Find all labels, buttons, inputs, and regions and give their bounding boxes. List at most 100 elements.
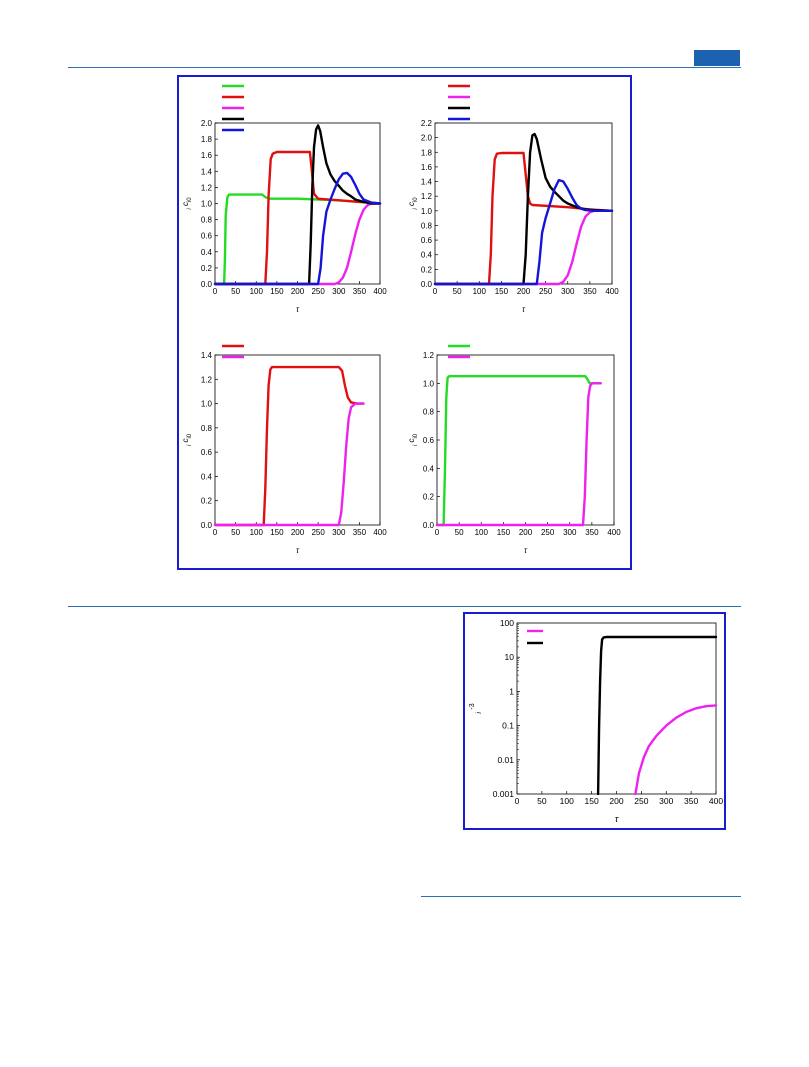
y-tick-label: 0.01: [497, 755, 514, 765]
y-tick-label: 0.4: [201, 248, 213, 257]
series-line-C2H2: [213, 202, 382, 286]
x-tick-label: 200: [291, 287, 305, 296]
y-tick-label: 0.4: [421, 251, 433, 260]
chart-panel-a: 0 50 100 150 200 250 300 350 400 0.0 0.2 0.4 0.6 0.8 1…: [181, 84, 387, 314]
x-tick-label: 100: [560, 796, 574, 806]
y-axis-label: i ci0: [407, 433, 419, 446]
x-tick-label: 200: [609, 796, 623, 806]
x-tick-label: 150: [495, 287, 509, 296]
y-tick-label: 0.2: [201, 264, 213, 273]
x-tick-label: 200: [517, 287, 531, 296]
y-tick-label: 0.0: [421, 280, 433, 289]
x-tick-label: 300: [332, 528, 346, 537]
c-symbol: c: [407, 439, 416, 443]
series-line-C2H4: [433, 132, 614, 286]
y-tick-label: 10: [505, 652, 515, 662]
subscript-i0: i0: [413, 433, 419, 438]
x-axis-label: τ: [615, 814, 619, 824]
y-tick-label: 0.8: [201, 424, 213, 433]
subscript-i: i: [187, 444, 193, 446]
subscript-i: i: [476, 712, 483, 714]
y-tick-label: 0.0: [201, 521, 213, 530]
x-tick-label: 50: [455, 528, 464, 537]
series-line-C2H2: [213, 402, 365, 527]
x-tick-label: 250: [541, 528, 555, 537]
x-tick-label: 200: [519, 528, 533, 537]
plot-frame: [214, 122, 381, 285]
y-tick-label: 0.2: [201, 497, 213, 506]
series-line-C2H6: [213, 171, 382, 286]
x-tick-label: 300: [659, 796, 673, 806]
y-tick-label: 1.8: [421, 148, 433, 157]
y-tick-label: 0.2: [421, 265, 433, 274]
y-axis-label: i ci0: [407, 197, 419, 210]
y-axis-label: i ci0: [181, 197, 193, 210]
y-tick-label: 1.0: [421, 207, 433, 216]
y-tick-label: 0.6: [421, 236, 433, 245]
x-tick-label: 50: [453, 287, 462, 296]
y-tick-label: 1.2: [423, 351, 435, 360]
x-tick-label: 250: [539, 287, 553, 296]
subscript-i0: i0: [187, 197, 193, 202]
series-line-C2H2: [435, 382, 602, 527]
subscript-i0: i0: [413, 197, 419, 202]
x-tick-label: 50: [231, 287, 240, 296]
x-tick-label: 300: [332, 287, 346, 296]
x-tick-label: 100: [250, 528, 264, 537]
x-tick-label: 100: [250, 287, 264, 296]
x-axis-label: τ: [522, 305, 526, 314]
y-tick-label: 1.2: [201, 183, 213, 192]
y-tick-label: 0.6: [201, 232, 213, 241]
x-tick-label: 400: [373, 528, 387, 537]
y-tick-label: 2.0: [201, 119, 213, 128]
x-tick-label: 250: [311, 528, 325, 537]
x-tick-label: 350: [583, 287, 597, 296]
series-line-C2H2: [634, 704, 718, 796]
y-tick-label: 1.8: [201, 135, 213, 144]
x-tick-label: 400: [605, 287, 619, 296]
y-tick-label: 1.6: [421, 163, 433, 172]
x-tick-label: 250: [634, 796, 648, 806]
plot-frame: [516, 622, 717, 795]
x-tick-label: 150: [270, 287, 284, 296]
chart-panel-log: 0 50 100 150 200 250 300 350 400 0.001 0.01 0.1 1 10 1…: [469, 618, 724, 824]
y-tick-label: 0.2: [423, 493, 435, 502]
y-tick-label: 2.0: [421, 134, 433, 143]
y-tick-label: 1.0: [423, 379, 435, 388]
tau-symbol: τ: [522, 305, 526, 314]
y-axis-label: i -3: [469, 703, 483, 713]
header-tab: [694, 50, 740, 66]
y-tick-label: 0.4: [201, 472, 213, 481]
y-tick-label: 0.1: [502, 721, 514, 731]
y-tick-label: 100: [500, 618, 514, 628]
x-tick-label: 400: [709, 796, 723, 806]
x-tick-label: 200: [291, 528, 305, 537]
c-symbol: c: [181, 202, 190, 206]
y-tick-label: 0.001: [493, 789, 515, 799]
y-tick-label: 1.6: [201, 151, 213, 160]
x-tick-label: 300: [563, 528, 577, 537]
x-axis-label: τ: [296, 305, 300, 314]
y-tick-label: 0.8: [201, 216, 213, 225]
c-symbol: c: [407, 202, 416, 206]
y-tick-label: 1.0: [201, 200, 213, 209]
x-tick-label: 100: [475, 528, 489, 537]
tau-symbol: τ: [524, 546, 528, 555]
y-tick-label: 1.4: [201, 167, 213, 176]
y-tick-label: 0.0: [423, 521, 435, 530]
chart-panel-b: 0 50 100 150 200 250 300 350 400 0.0 0.2 0.4 0.6 0.8 1…: [407, 84, 619, 314]
subscript-i0: i0: [187, 433, 193, 438]
x-axis-label: τ: [524, 546, 528, 555]
series-line-CO2: [213, 365, 365, 527]
c-symbol: c: [181, 439, 190, 443]
y-tick-label: 1.2: [421, 192, 433, 201]
figure-log-panel: 0 50 100 150 200 250 300 350 400 0.001 0.01 0.1 1 10 1…: [463, 612, 726, 830]
superscript-minus3: -3: [469, 703, 476, 709]
plot-frame: [434, 122, 613, 285]
x-tick-label: 0: [433, 287, 438, 296]
series-line-C2H6: [433, 178, 614, 286]
y-tick-label: 0.6: [423, 436, 435, 445]
x-tick-label: 150: [497, 528, 511, 537]
y-tick-label: 1.0: [201, 400, 213, 409]
plot-frame: [214, 354, 381, 526]
